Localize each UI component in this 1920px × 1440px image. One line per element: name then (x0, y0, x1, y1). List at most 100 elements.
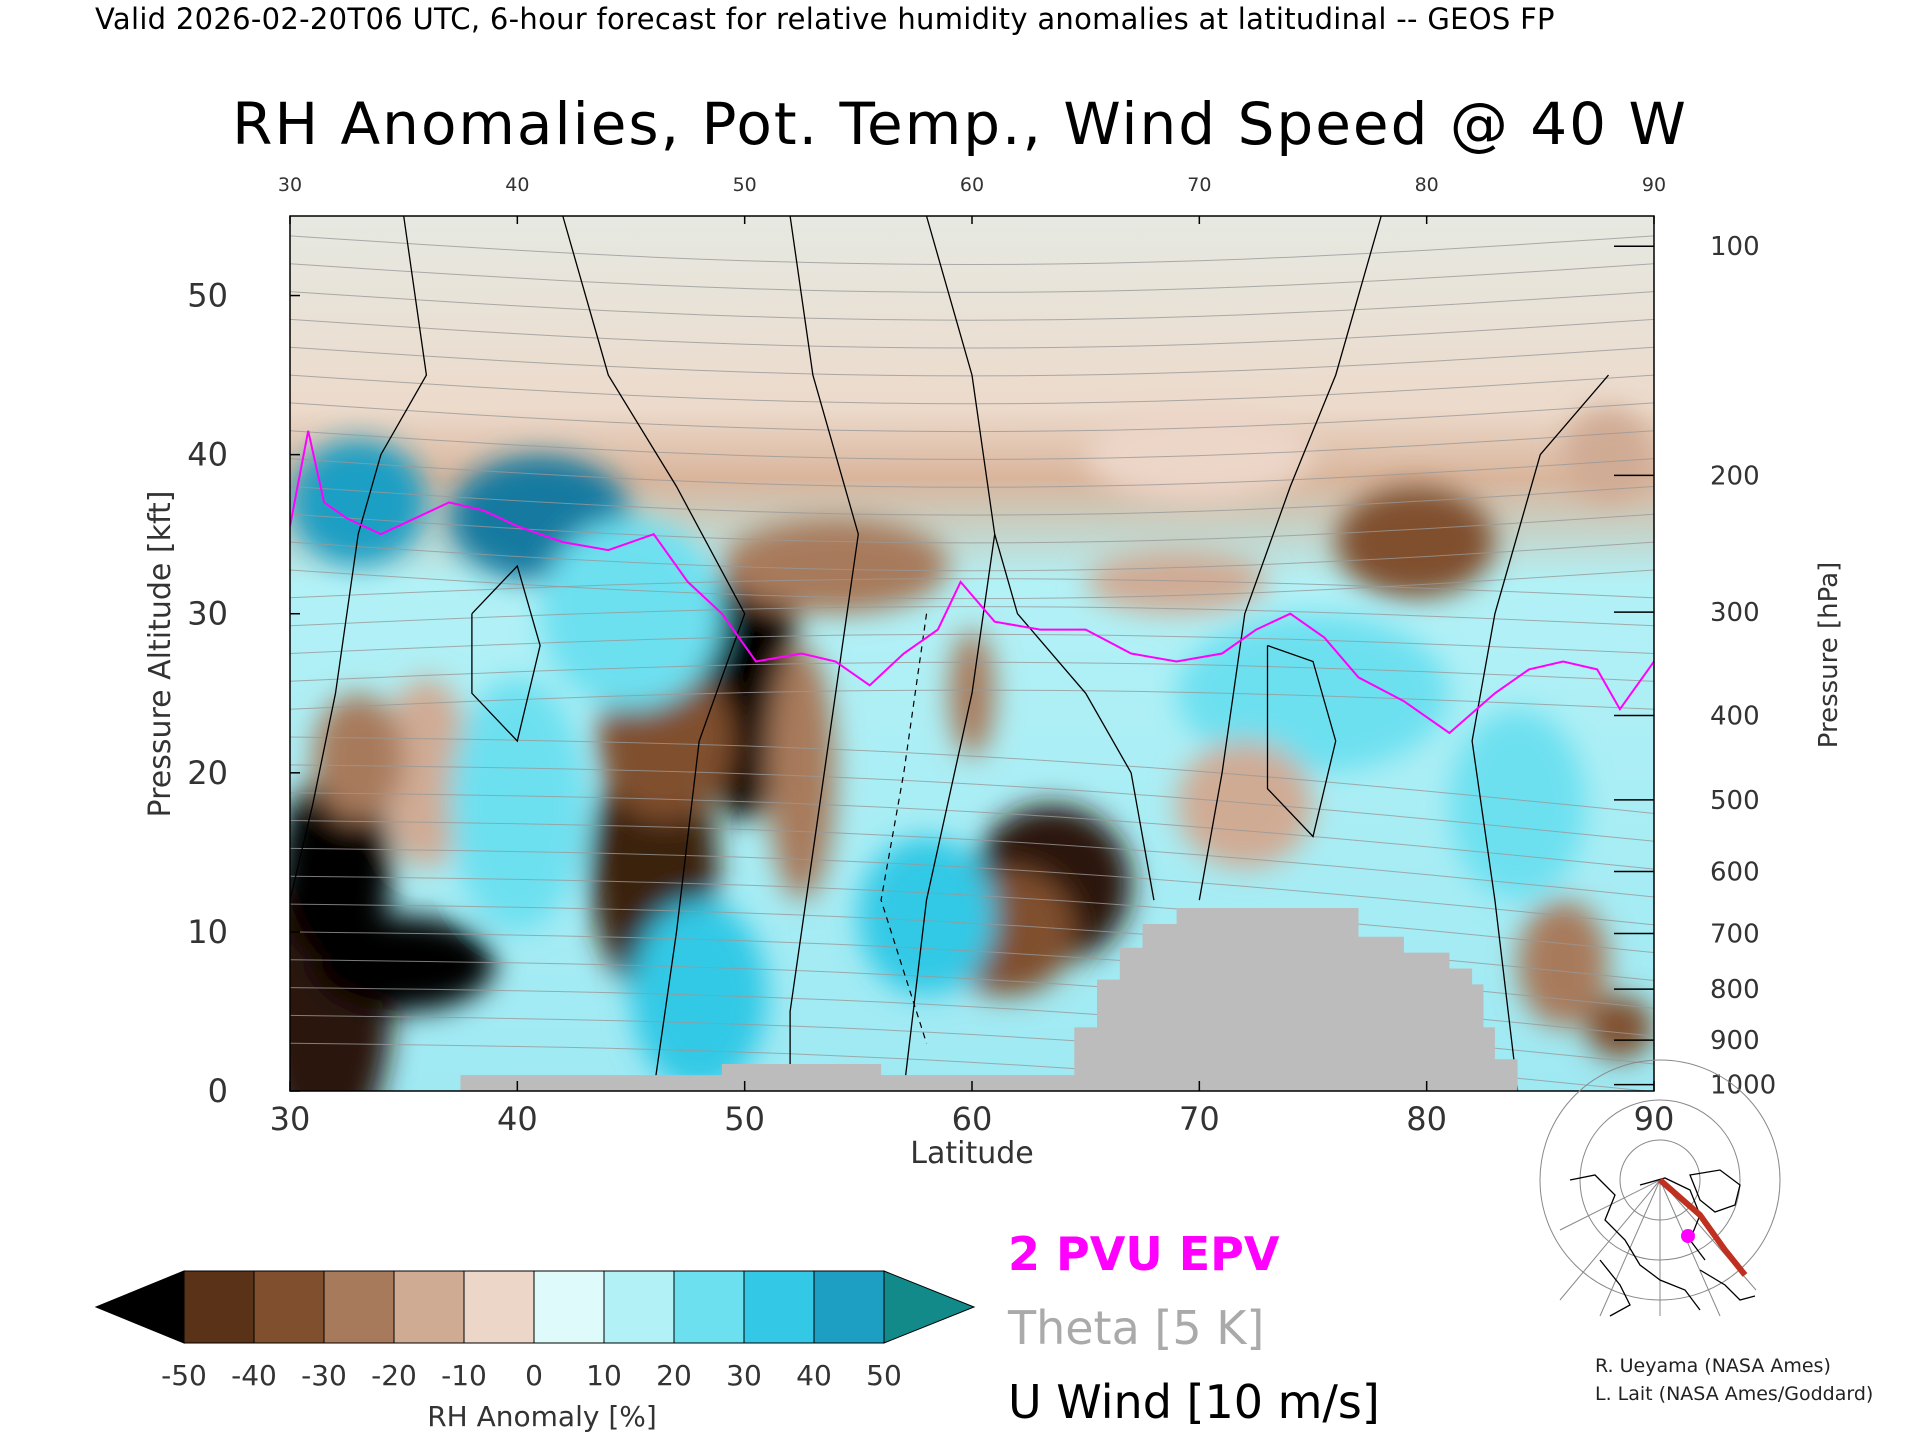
colorbar-swatch (183, 1270, 255, 1344)
colorbar-tick-label: -40 (231, 1359, 277, 1392)
x-tick-label: 90 (1634, 1100, 1675, 1138)
x-tick-label-top: 80 (1415, 174, 1439, 196)
colorbar-tick-label: 30 (726, 1359, 762, 1392)
colorbar-tick-label: -30 (301, 1359, 347, 1392)
rh-blob (1517, 900, 1609, 1028)
colorbar-tick-label: 50 (866, 1359, 902, 1392)
rh-blob (380, 677, 472, 869)
y-tick-label: 20 (187, 754, 228, 792)
credits: R. Ueyama (NASA Ames) L. Lait (NASA Ames… (1595, 1355, 1873, 1405)
x-tick-label-top: 70 (1187, 174, 1211, 196)
colorbar-swatch (533, 1270, 605, 1344)
y-tick-label: 30 (187, 595, 228, 633)
epv-2pvu-line (290, 430, 1654, 735)
colorbar-swatch (603, 1270, 675, 1344)
theta-contour (290, 263, 1654, 293)
page-title: Valid 2026-02-20T06 UTC, 6-hour forecast… (95, 2, 1555, 36)
rh-blob (1563, 406, 1654, 503)
colorbar-swatch (813, 1270, 885, 1344)
axes: 3030404050506060707080809090010203040501… (187, 174, 1776, 1138)
theta-contour (290, 235, 1654, 266)
x-tick-label: 50 (724, 1100, 765, 1138)
theta-contour (290, 1042, 1364, 1091)
x-tick-label: 80 (1406, 1100, 1447, 1138)
theta-contour (290, 458, 1654, 488)
x-tick-label-top: 90 (1642, 174, 1666, 196)
pressure-tick-label: 600 (1710, 857, 1760, 887)
theta-contour (290, 764, 1654, 842)
theta-contour (290, 486, 1654, 516)
rh-blob (767, 645, 836, 901)
wind-contour (789, 216, 859, 1091)
x-tick-label: 40 (497, 1100, 538, 1138)
theta-contour (290, 402, 1654, 433)
theta-contour (290, 569, 1654, 600)
legend-epv: 2 PVU EPV (1008, 1227, 1280, 1281)
colorbar: -50 -40 -30 -20 -10 0 10 20 30 40 50 (94, 1270, 976, 1392)
rh-blob (290, 438, 427, 566)
x-tick-label: 60 (952, 1100, 993, 1138)
inset-map (1539, 1059, 1781, 1317)
colorbar-swatch (673, 1270, 745, 1344)
y-tick-label: 10 (187, 913, 228, 951)
theta-contour (290, 541, 1654, 572)
x-tick-label-top: 60 (960, 174, 984, 196)
y-tick-label: 0 (208, 1072, 228, 1110)
colorbar-swatch (743, 1270, 815, 1344)
wind-contour (290, 216, 428, 901)
y-tick-label: 40 (187, 436, 228, 474)
rh-blob (1085, 406, 1314, 503)
rh-blob (540, 518, 722, 710)
theta-contour (290, 291, 1654, 321)
wind-contour (903, 216, 996, 1091)
chart-title: RH Anomalies, Pot. Temp., Wind Speed @ 4… (232, 90, 1688, 158)
plot-area (290, 216, 1654, 1091)
theta-contour (290, 606, 1654, 627)
colorbar-swatch (253, 1270, 325, 1344)
pressure-tick-label: 800 (1710, 975, 1760, 1005)
theta-contour (290, 875, 1654, 954)
theta-contour (290, 318, 1654, 349)
rh-blob (1335, 486, 1495, 598)
theta-contour (290, 847, 1654, 926)
colorbar-tick-label: 10 (586, 1359, 622, 1392)
x-tick-label-top: 50 (733, 174, 757, 196)
pressure-tick-label: 700 (1710, 920, 1760, 950)
pressure-tick-label: 1000 (1710, 1071, 1776, 1101)
rh-blob (858, 836, 995, 996)
rh-blob (312, 693, 404, 821)
colorbar-tick-label: 20 (656, 1359, 692, 1392)
colorbar-under-arrow (94, 1270, 185, 1344)
credit-line-2: L. Lait (NASA Ames/Goddard) (1595, 1383, 1873, 1405)
colorbar-over-arrow (883, 1270, 976, 1344)
wind-contour (562, 216, 746, 1091)
legend-theta: Theta [5 K] (1007, 1301, 1264, 1355)
theta-contour (290, 792, 1654, 870)
x-tick-label: 70 (1179, 1100, 1220, 1138)
theta-contour (290, 578, 1654, 599)
rh-blob (721, 518, 950, 614)
x-tick-label: 30 (270, 1100, 311, 1138)
x-tick-label-top: 40 (505, 174, 529, 196)
colorbar-tick-label: -50 (161, 1359, 207, 1392)
wind-contour (471, 564, 541, 743)
terrain-mask (290, 908, 1654, 1091)
theta-contour (290, 633, 1654, 654)
wind-contour (1266, 644, 1337, 838)
theta-contour (290, 430, 1654, 460)
colorbar-tick-label: 40 (796, 1359, 832, 1392)
y-tick-label: 50 (187, 277, 228, 315)
theta-contour (290, 513, 1654, 544)
pressure-tick-label: 100 (1710, 232, 1760, 262)
pressure-tick-label: 300 (1710, 598, 1760, 628)
theta-contour (290, 374, 1654, 405)
wind-contour (994, 534, 1155, 901)
pressure-tick-label: 200 (1710, 461, 1760, 491)
colorbar-tick-label: -20 (371, 1359, 417, 1392)
x-axis-label: Latitude (910, 1136, 1033, 1171)
colorbar-swatch (463, 1270, 535, 1344)
rh-blob (1176, 613, 1450, 773)
rh-blob (1176, 741, 1314, 869)
pressure-tick-label: 400 (1710, 702, 1760, 732)
